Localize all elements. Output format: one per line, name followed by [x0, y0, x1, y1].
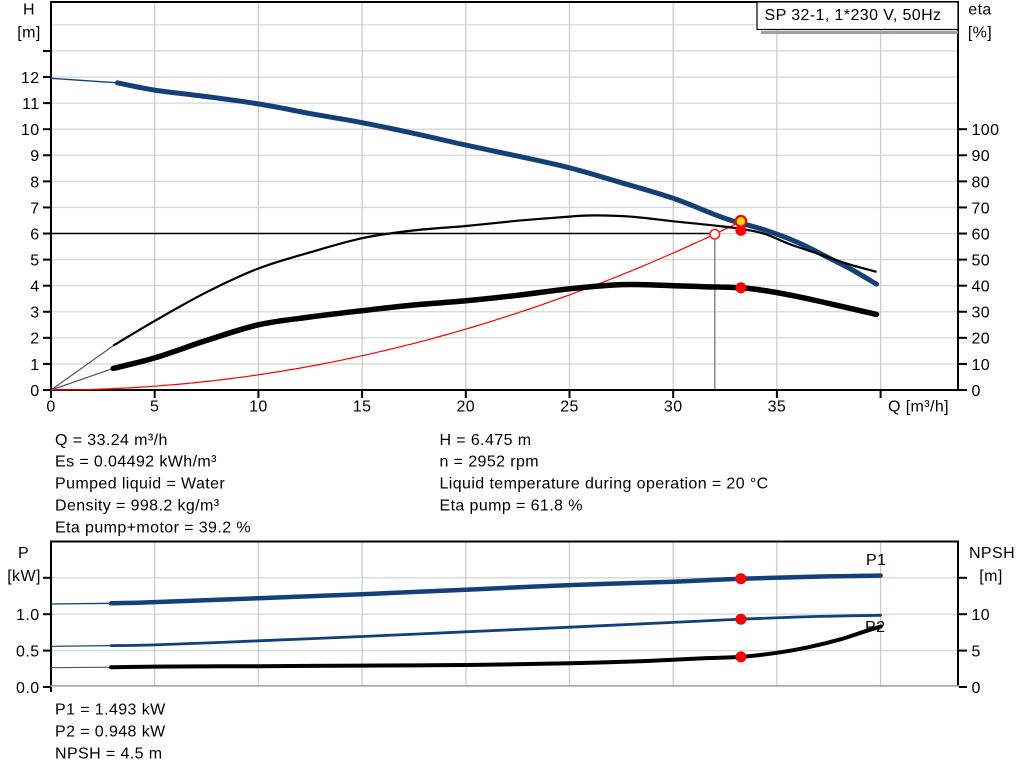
svg-text:10: 10 — [249, 399, 268, 416]
svg-text:0: 0 — [972, 680, 981, 697]
svg-text:[m]: [m] — [979, 568, 1002, 585]
svg-text:15: 15 — [353, 399, 372, 416]
svg-text:80: 80 — [972, 174, 991, 191]
svg-text:5: 5 — [30, 253, 39, 270]
svg-text:20: 20 — [456, 399, 475, 416]
svg-text:0: 0 — [30, 383, 39, 400]
svg-text:11: 11 — [22, 96, 39, 113]
svg-text:eta: eta — [968, 2, 991, 19]
svg-text:Q [m³/h]: Q [m³/h] — [888, 399, 949, 416]
svg-text:Pumped liquid = Water: Pumped liquid = Water — [55, 476, 225, 493]
svg-text:10: 10 — [972, 607, 991, 624]
svg-text:20: 20 — [972, 331, 991, 348]
svg-text:90: 90 — [972, 148, 991, 165]
svg-text:0: 0 — [46, 399, 55, 416]
svg-text:P2 = 0.948 kW: P2 = 0.948 kW — [55, 723, 166, 740]
svg-text:2: 2 — [30, 331, 39, 348]
svg-text:[%]: [%] — [968, 25, 992, 42]
svg-text:25: 25 — [560, 399, 579, 416]
svg-text:NPSH = 4.5 m: NPSH = 4.5 m — [55, 745, 163, 762]
svg-text:12: 12 — [21, 70, 40, 87]
svg-text:H: H — [23, 2, 35, 19]
svg-text:60: 60 — [972, 226, 991, 243]
svg-text:Eta pump+motor = 39.2 %: Eta pump+motor = 39.2 % — [55, 519, 251, 536]
svg-text:100: 100 — [972, 122, 1000, 139]
svg-text:NPSH: NPSH — [969, 545, 1015, 562]
svg-text:Eta pump = 61.8 %: Eta pump = 61.8 % — [440, 498, 583, 515]
svg-text:40: 40 — [972, 279, 991, 296]
svg-text:6: 6 — [30, 226, 39, 243]
svg-text:Q = 33.24 m³/h: Q = 33.24 m³/h — [55, 432, 168, 449]
svg-text:Es = 0.04492 kWh/m³: Es = 0.04492 kWh/m³ — [55, 454, 217, 471]
svg-text:70: 70 — [972, 200, 991, 217]
svg-text:9: 9 — [30, 148, 39, 165]
svg-text:1.0: 1.0 — [16, 607, 39, 624]
svg-text:7: 7 — [30, 200, 39, 217]
svg-text:n = 2952 rpm: n = 2952 rpm — [440, 454, 540, 471]
svg-text:Liquid temperature during oper: Liquid temperature during operation = 20… — [440, 476, 769, 493]
svg-text:0.0: 0.0 — [16, 680, 39, 697]
svg-text:[kW]: [kW] — [7, 568, 41, 585]
svg-text:[m]: [m] — [17, 25, 40, 42]
svg-text:3: 3 — [30, 305, 39, 322]
svg-text:30: 30 — [972, 305, 991, 322]
svg-text:1: 1 — [30, 357, 39, 374]
svg-text:10: 10 — [21, 122, 40, 139]
svg-text:P2: P2 — [865, 619, 885, 636]
svg-text:30: 30 — [664, 399, 683, 416]
svg-text:35: 35 — [768, 399, 787, 416]
svg-text:0.5: 0.5 — [16, 644, 39, 661]
svg-text:8: 8 — [30, 174, 39, 191]
svg-text:4: 4 — [30, 279, 39, 296]
svg-text:5: 5 — [150, 399, 159, 416]
svg-text:H = 6.475 m: H = 6.475 m — [440, 432, 532, 449]
svg-text:SP 32-1, 1*230 V, 50Hz: SP 32-1, 1*230 V, 50Hz — [765, 7, 942, 24]
svg-text:0: 0 — [972, 383, 981, 400]
svg-text:5: 5 — [972, 644, 981, 661]
svg-text:P1: P1 — [866, 552, 886, 569]
svg-text:P1 = 1.493 kW: P1 = 1.493 kW — [55, 702, 166, 719]
svg-text:50: 50 — [972, 253, 991, 270]
svg-text:Density = 998.2 kg/m³: Density = 998.2 kg/m³ — [55, 498, 220, 515]
svg-text:10: 10 — [972, 357, 991, 374]
svg-text:P: P — [18, 545, 29, 562]
